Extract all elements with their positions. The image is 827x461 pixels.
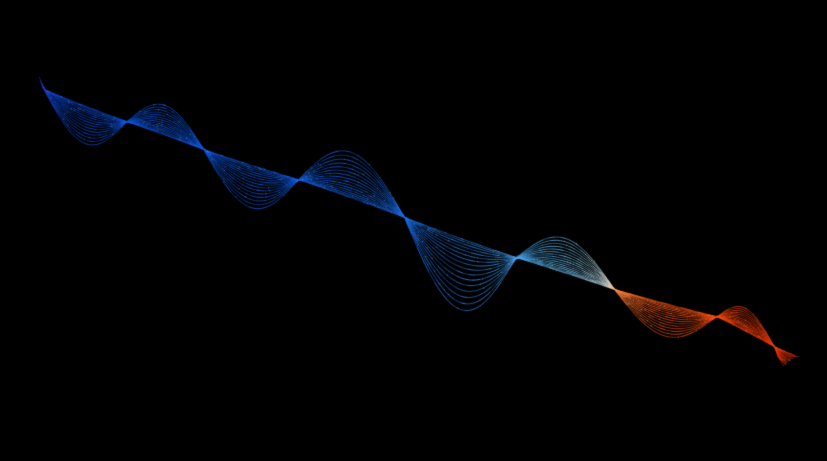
wave-art-stage xyxy=(0,0,827,461)
wave-ribbon-canvas xyxy=(0,0,827,461)
